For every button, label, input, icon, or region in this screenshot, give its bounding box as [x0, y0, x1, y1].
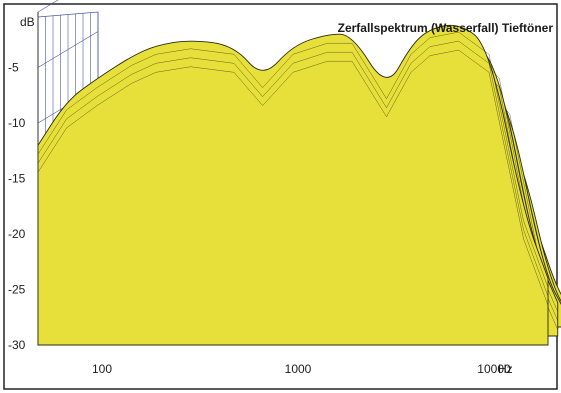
- x-tick-label: 1000: [285, 362, 312, 376]
- plot-border: [3, 3, 558, 390]
- contour-line: [37, 31, 549, 288]
- x-axis-label: Hz: [498, 362, 513, 376]
- y-tick-label: -25: [8, 283, 26, 297]
- series-group: [37, 24, 561, 346]
- y-tick-label: -20: [8, 227, 26, 241]
- y-tick-label: -15: [8, 172, 26, 186]
- contour-line: [37, 40, 549, 297]
- contour-line: [37, 49, 549, 306]
- x-tick-label: 100: [92, 362, 112, 376]
- x-tick-label: 10000: [477, 362, 511, 376]
- y-axis-label: dB: [20, 15, 35, 29]
- y-tick-label: -5: [8, 61, 19, 75]
- grid-line: [37, 31, 99, 68]
- grid-line: [37, 0, 59, 13]
- chart-title: Zerfallspektrum (Wasserfall) Tieftöner: [338, 21, 554, 35]
- y-tick-label: -10: [8, 116, 26, 130]
- waterfall-slice: [37, 24, 549, 346]
- y-tick-label: -30: [8, 338, 26, 352]
- tick-labels: -5 -10 -15 -20 -25 -30 100 1000 10000: [8, 61, 511, 377]
